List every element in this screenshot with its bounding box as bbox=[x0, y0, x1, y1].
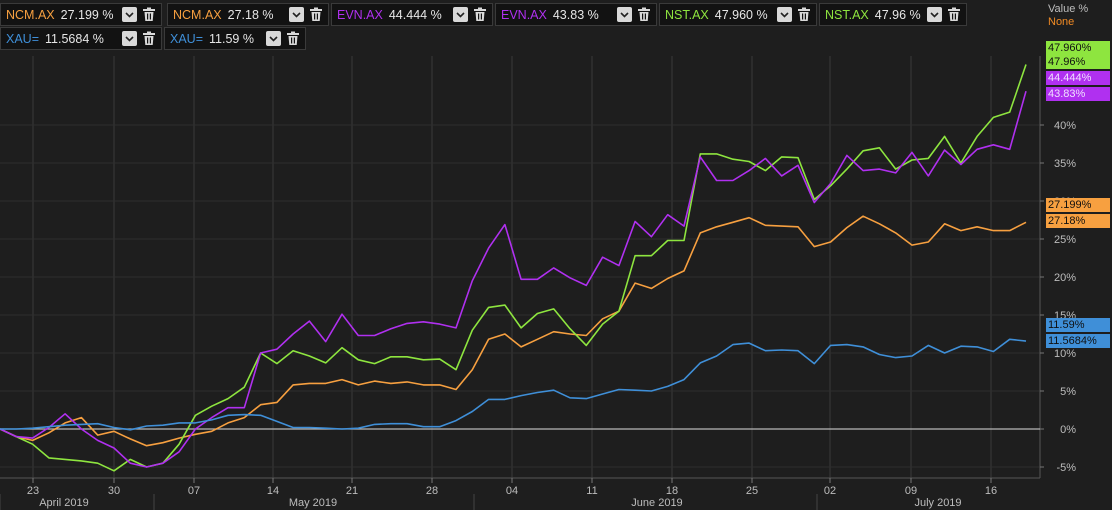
legend-value: 11.59 % bbox=[209, 31, 254, 46]
legend-symbol: XAU= bbox=[6, 31, 40, 46]
y-tick-label: 5% bbox=[1060, 386, 1076, 398]
value-tag-5: 27.18% bbox=[1046, 214, 1110, 228]
legend-chip-evnax[interactable]: EVN.AX 44.444 % bbox=[331, 3, 493, 26]
legend-symbol: EVN.AX bbox=[337, 7, 383, 22]
legend-chip-ncmax[interactable]: NCM.AX 27.18 % bbox=[167, 3, 329, 26]
x-tick-label: 04 bbox=[506, 485, 518, 497]
x-tick-label: 25 bbox=[746, 485, 758, 497]
trash-icon[interactable] bbox=[637, 7, 651, 22]
legend-symbol: NST.AX bbox=[825, 7, 869, 22]
value-tag-1: 47.96% bbox=[1046, 55, 1110, 69]
x-tick-label: 21 bbox=[346, 485, 358, 497]
x-axis-ticks: 23 30 07 14 21 28 04 11 18 25 02 09 16 bbox=[27, 478, 997, 497]
chevron-down-icon[interactable] bbox=[266, 31, 281, 46]
x-tick-label: 09 bbox=[905, 485, 917, 497]
trash-icon[interactable] bbox=[797, 7, 811, 22]
y-tick-label: 35% bbox=[1054, 158, 1076, 170]
chevron-down-icon[interactable] bbox=[777, 7, 792, 22]
x-tick-label: 14 bbox=[267, 485, 279, 497]
x-tick-label: 02 bbox=[824, 485, 836, 497]
y-tick-label: -5% bbox=[1056, 462, 1076, 474]
value-tag-6: 11.59% bbox=[1046, 318, 1110, 332]
chevron-down-icon[interactable] bbox=[617, 7, 632, 22]
x-tick-label: 18 bbox=[666, 485, 678, 497]
value-tag-4: 27.199% bbox=[1046, 198, 1110, 212]
chevron-down-icon[interactable] bbox=[453, 7, 468, 22]
trash-icon[interactable] bbox=[309, 7, 323, 22]
legend-symbol: NST.AX bbox=[665, 7, 709, 22]
legend-chip-xau[interactable]: XAU= 11.5684 % bbox=[0, 27, 162, 50]
legend-symbol: NCM.AX bbox=[6, 7, 55, 22]
legend-value: 27.18 % bbox=[227, 7, 274, 22]
legend-symbol: XAU= bbox=[170, 31, 204, 46]
legend-value: 11.5684 % bbox=[45, 31, 104, 46]
legend-chip-nstax[interactable]: NST.AX 47.96 % bbox=[819, 3, 967, 26]
value-tag-7: 11.5684% bbox=[1046, 334, 1110, 348]
legend-value: 27.199 % bbox=[60, 7, 114, 22]
trash-icon[interactable] bbox=[947, 7, 961, 22]
x-tick-label: 28 bbox=[426, 485, 438, 497]
x-tick-label: 16 bbox=[985, 485, 997, 497]
grid bbox=[0, 56, 1041, 479]
chevron-down-icon[interactable] bbox=[122, 7, 137, 22]
legend-value: 47.96 % bbox=[874, 7, 921, 22]
x-tick-label: 23 bbox=[27, 485, 39, 497]
trash-icon[interactable] bbox=[142, 7, 156, 22]
legend-symbol: EVN.AX bbox=[501, 7, 547, 22]
chevron-down-icon[interactable] bbox=[289, 7, 304, 22]
y-tick-label: 20% bbox=[1054, 272, 1076, 284]
y-axis-ticks: -5%0%5%10%15%20%25%30%35%40% bbox=[1040, 120, 1076, 474]
series-line-ncmax bbox=[0, 215, 1027, 447]
month-label: April 2019 bbox=[39, 497, 89, 509]
legend-chip-nstax[interactable]: NST.AX 47.960 % bbox=[659, 3, 817, 26]
value-tag-0: 47.960% bbox=[1046, 41, 1110, 55]
legend-chip-xau[interactable]: XAU= 11.59 % bbox=[164, 27, 306, 50]
x-tick-label: 30 bbox=[108, 485, 120, 497]
series-line-evnax bbox=[0, 90, 1027, 468]
trash-icon[interactable] bbox=[142, 31, 156, 46]
y-tick-label: 25% bbox=[1054, 234, 1076, 246]
legend-value: 44.444 % bbox=[388, 7, 442, 22]
legend-value: 47.960 % bbox=[714, 7, 768, 22]
month-label: June 2019 bbox=[631, 497, 682, 509]
month-label: May 2019 bbox=[289, 497, 337, 509]
legend-symbol: NCM.AX bbox=[173, 7, 222, 22]
y-tick-label: 0% bbox=[1060, 424, 1076, 436]
month-label: July 2019 bbox=[914, 497, 961, 509]
chevron-down-icon[interactable] bbox=[122, 31, 137, 46]
legend-chip-ncmax[interactable]: NCM.AX 27.199 % bbox=[0, 3, 162, 26]
trash-icon[interactable] bbox=[473, 7, 487, 22]
series-lines bbox=[0, 64, 1027, 472]
value-tag-2: 44.444% bbox=[1046, 71, 1110, 85]
series-line-xau bbox=[0, 338, 1027, 431]
month-labels: April 2019 May 2019 June 2019 July 2019 bbox=[0, 494, 962, 510]
series-line-nstax bbox=[0, 64, 1027, 472]
legend-value: 43.83 % bbox=[552, 7, 599, 22]
axis-header-subtitle: None bbox=[1048, 16, 1075, 28]
axis-header-title: Value % bbox=[1048, 3, 1089, 15]
x-tick-label: 07 bbox=[188, 485, 200, 497]
x-tick-label: 11 bbox=[586, 485, 597, 497]
trash-icon[interactable] bbox=[286, 31, 300, 46]
legend-chip-evnax[interactable]: EVN.AX 43.83 % bbox=[495, 3, 657, 26]
y-tick-label: 10% bbox=[1054, 348, 1076, 360]
chevron-down-icon[interactable] bbox=[927, 7, 942, 22]
y-tick-label: 40% bbox=[1054, 120, 1076, 132]
value-tag-3: 43.83% bbox=[1046, 87, 1110, 101]
